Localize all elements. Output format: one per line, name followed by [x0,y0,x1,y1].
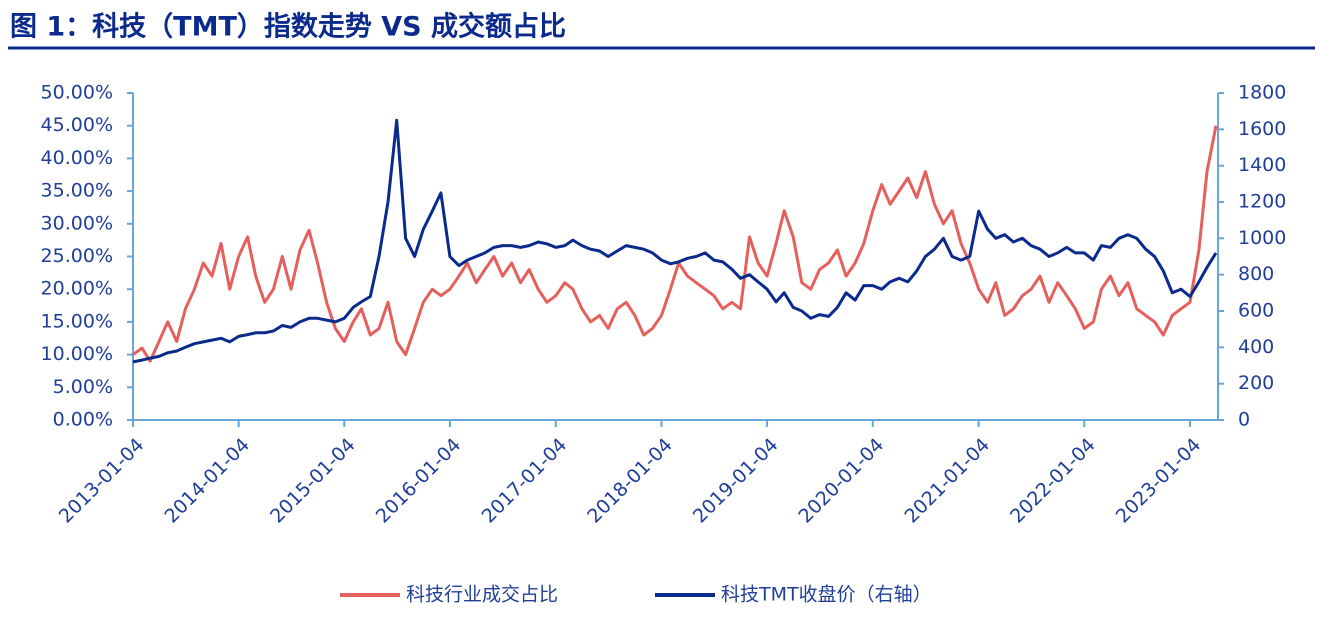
x-tick-label: 2017-01-04 [478,434,572,528]
y2-tick-label: 800 [1238,263,1274,285]
y2-tick-label: 400 [1238,336,1274,358]
y-tick-label: 5.00% [53,376,113,398]
y2-tick-label: 1800 [1238,82,1286,104]
y-tick-label: 0.00% [53,409,113,431]
y2-tick-label: 200 [1238,372,1274,394]
series-line [132,118,1218,364]
x-tick-label: 2020-01-04 [795,434,889,528]
y-tick-label: 35.00% [41,180,113,202]
y2-tick-label: 1600 [1238,118,1286,140]
y2-tick-label: 1400 [1238,154,1286,176]
x-tick-label: 2019-01-04 [689,434,783,528]
y-tick-label: 50.00% [41,82,113,104]
y2-tick-label: 1200 [1238,191,1286,213]
x-tick-label: 2022-01-04 [1006,434,1100,528]
x-tick-label: 2016-01-04 [372,434,466,528]
x-tick-label: 2023-01-04 [1112,434,1206,528]
x-tick-label: 2021-01-04 [900,434,994,528]
y-tick-label: 45.00% [41,114,113,136]
y-tick-label: 20.00% [41,278,113,300]
x-tick-label: 2018-01-04 [583,434,677,528]
chart-title: 图 1：科技（TMT）指数走势 VS 成交额占比 [10,11,566,43]
y-tick-label: 15.00% [41,310,113,332]
y-tick-label: 25.00% [41,245,113,267]
x-tick-label: 2013-01-04 [55,434,149,528]
y-tick-label: 10.00% [41,343,113,365]
y2-tick-label: 0 [1238,409,1250,431]
legend-label: 科技行业成交占比 [406,584,558,606]
y2-tick-label: 600 [1238,300,1274,322]
y-tick-label: 30.00% [41,212,113,234]
y2-tick-label: 1000 [1238,227,1286,249]
x-tick-label: 2014-01-04 [160,434,254,528]
x-tick-label: 2015-01-04 [266,434,360,528]
series-line [132,125,1218,363]
y-tick-label: 40.00% [41,147,113,169]
legend-label: 科技TMT收盘价（右轴） [721,584,932,606]
